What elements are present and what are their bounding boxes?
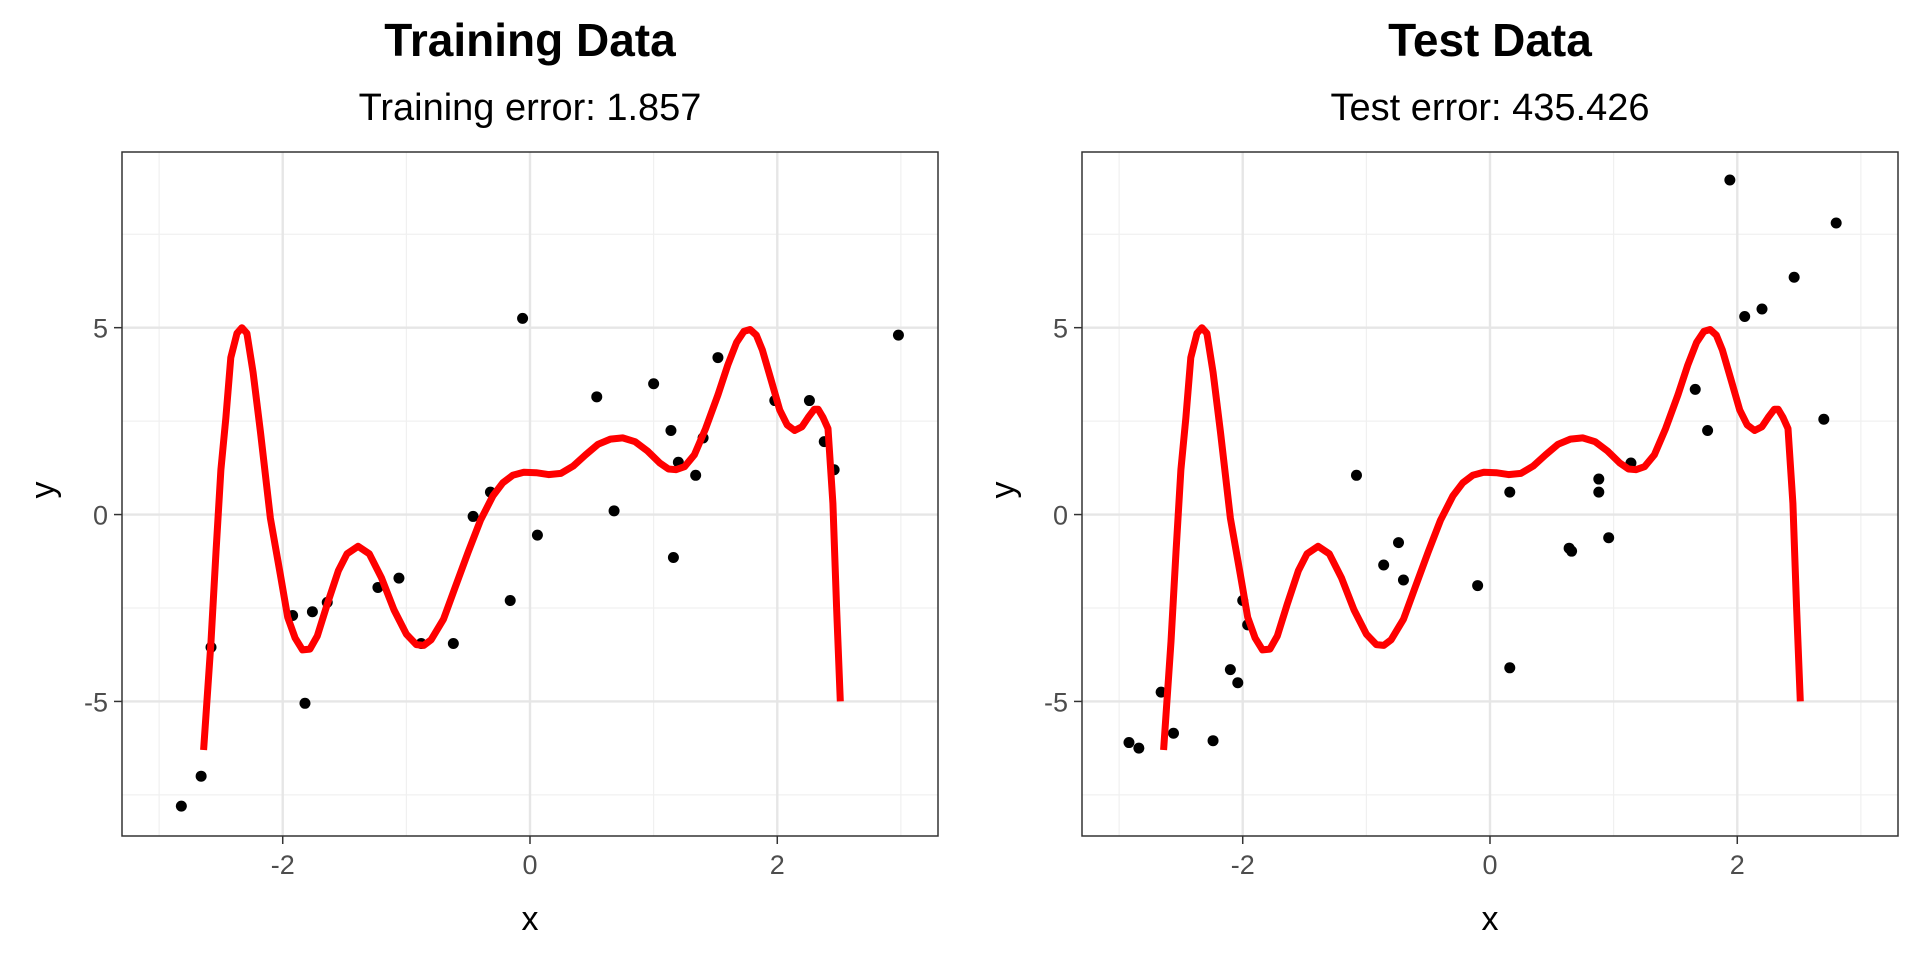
test-data-point	[1566, 545, 1578, 557]
test-data-point	[1593, 473, 1605, 485]
test-data-point	[1397, 574, 1409, 586]
test-y-tick-label: 5	[1053, 314, 1068, 344]
test-y-tick-label: -5	[1044, 687, 1068, 717]
training-data-point	[175, 800, 187, 812]
test-data-point	[1378, 559, 1390, 571]
test-x-axis-title: x	[1482, 900, 1499, 938]
test-y-tick-label: 0	[1053, 501, 1068, 531]
test-marks	[1123, 174, 1842, 754]
training-data-point	[665, 424, 677, 436]
test-data-point	[1756, 303, 1768, 315]
training-data-point	[712, 352, 724, 364]
training-data-point	[690, 469, 702, 481]
training-data-point	[803, 395, 815, 407]
training-chart-subtitle: Training error: 1.857	[359, 87, 702, 129]
test-chart-title: Test Data	[1388, 14, 1592, 66]
training-data-point	[195, 770, 207, 782]
training-y-tick-label: 0	[93, 501, 108, 531]
test-data-point	[1504, 662, 1516, 674]
test-data-point	[1133, 742, 1145, 754]
training-data-point	[892, 329, 904, 341]
test-data-point	[1830, 217, 1842, 229]
test-data-point	[1393, 537, 1405, 549]
training-x-tick-label: 0	[522, 850, 537, 880]
test-plot-area: -2 0 2 -5 0 5	[1044, 151, 1899, 880]
test-data-point	[1724, 174, 1736, 186]
test-data-point	[1689, 383, 1701, 395]
training-x-tick-label: -2	[271, 850, 295, 880]
test-y-axis-title: y	[984, 482, 1022, 499]
training-x-tick-label: 2	[770, 850, 785, 880]
training-y-axis-title: y	[24, 482, 62, 499]
test-data-point	[1350, 469, 1362, 481]
training-data-point	[306, 606, 318, 618]
test-data-point	[1739, 310, 1751, 322]
test-x-tick-label: -2	[1231, 850, 1255, 880]
test-panel-border	[1081, 151, 1899, 837]
test-data-point	[1788, 271, 1800, 283]
test-data-point	[1207, 735, 1219, 747]
training-data-point	[504, 595, 516, 607]
test-data-point	[1167, 727, 1179, 739]
training-panel-border	[121, 151, 939, 837]
training-marks	[175, 312, 904, 812]
training-chart-title: Training Data	[384, 14, 676, 66]
training-data-point	[531, 529, 543, 541]
training-data-point	[608, 505, 620, 517]
test-fit-line	[1160, 324, 1804, 751]
training-plot-area: -2 0 2 -5 0 5	[84, 151, 939, 880]
test-data-point	[1504, 486, 1516, 498]
training-data-point	[517, 312, 529, 324]
training-y-tick-label: 5	[93, 314, 108, 344]
training-data-point	[299, 697, 311, 709]
training-data-point	[591, 391, 603, 403]
test-data-point	[1123, 737, 1135, 749]
training-data-point	[648, 378, 660, 390]
training-x-axis-title: x	[522, 900, 539, 938]
test-chart-subtitle: Test error: 435.426	[1331, 87, 1650, 129]
test-data-point	[1232, 677, 1244, 689]
test-data-point	[1603, 532, 1615, 544]
training-chart: Training Data Training error: 1.857 x y …	[24, 14, 939, 938]
test-data-point	[1818, 413, 1830, 425]
training-y-tick-label: -5	[84, 687, 108, 717]
test-data-point	[1224, 664, 1236, 676]
test-x-tick-label: 0	[1482, 850, 1497, 880]
test-x-tick-label: 2	[1730, 850, 1745, 880]
training-data-point	[667, 552, 679, 564]
test-chart: Test Data Test error: 435.426 x y -2 0 2 -5…	[984, 14, 1899, 938]
test-data-point	[1702, 424, 1714, 436]
training-data-point	[467, 510, 479, 522]
test-data-point	[1472, 580, 1484, 592]
training-fit-line	[200, 324, 844, 751]
test-data-point	[1593, 486, 1605, 498]
training-data-point	[393, 572, 405, 584]
training-data-point	[447, 638, 459, 650]
